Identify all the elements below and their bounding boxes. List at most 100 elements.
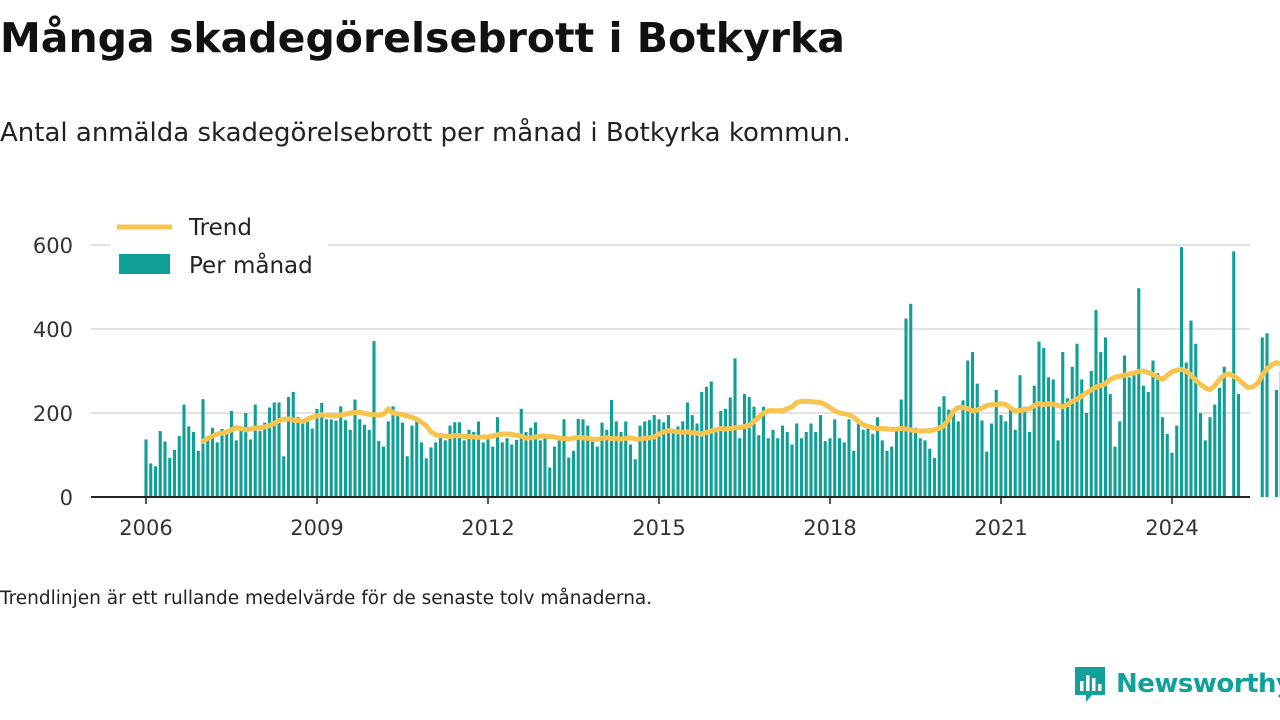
bar	[448, 425, 452, 497]
x-tick-label: 2006	[119, 516, 172, 540]
bar	[947, 409, 951, 497]
bar	[524, 431, 528, 497]
bar	[643, 421, 647, 497]
bar	[253, 404, 257, 497]
bar	[301, 419, 305, 497]
bar	[1075, 343, 1079, 497]
x-tick-label: 2018	[803, 516, 856, 540]
bar	[149, 463, 153, 497]
bar	[728, 397, 732, 497]
bar	[367, 429, 371, 497]
bar	[177, 436, 181, 497]
bar	[799, 438, 804, 497]
bar	[790, 444, 794, 497]
bar	[913, 427, 918, 497]
bar	[890, 446, 894, 497]
bar	[1274, 389, 1279, 497]
x-tick-label: 2009	[290, 516, 343, 540]
bar	[191, 431, 196, 497]
x-tick-label: 2012	[461, 516, 514, 540]
bar	[1198, 413, 1203, 497]
bar	[348, 429, 352, 497]
bar	[187, 426, 191, 497]
bar	[1127, 377, 1131, 497]
x-tick-label: 2021	[974, 516, 1027, 540]
bar	[918, 438, 922, 497]
bar	[1137, 288, 1141, 497]
bar	[424, 458, 428, 497]
bar	[605, 429, 609, 497]
bar	[1189, 320, 1193, 497]
bar	[628, 444, 633, 497]
bar	[277, 402, 281, 497]
bar	[353, 399, 357, 497]
bar	[624, 421, 628, 497]
bar	[1118, 421, 1122, 497]
bar	[538, 440, 542, 497]
bar	[1260, 337, 1264, 497]
bar	[215, 442, 219, 497]
x-tick-label: 2015	[632, 516, 685, 540]
bar	[975, 383, 979, 497]
bar	[951, 410, 956, 497]
bar	[695, 423, 699, 497]
bar	[980, 420, 984, 497]
bar	[153, 466, 158, 497]
bar	[291, 392, 295, 497]
bar	[234, 440, 238, 497]
bar	[571, 450, 576, 497]
brand-name: Newsworthy	[1116, 669, 1280, 699]
bar	[837, 438, 842, 497]
bar	[647, 420, 652, 497]
bar	[595, 446, 599, 497]
bar	[766, 438, 770, 497]
bar	[1103, 337, 1108, 497]
bar	[543, 438, 547, 497]
bar	[438, 436, 443, 497]
bar	[481, 442, 485, 497]
bar	[391, 406, 395, 497]
bar	[681, 421, 685, 497]
footnote: Trendlinjen är ett rullande medelvärde f…	[0, 588, 653, 609]
brand-logo[interactable]: Newsworthy	[1072, 664, 1280, 704]
bar	[685, 402, 690, 497]
bar	[286, 397, 291, 497]
bar	[410, 425, 414, 497]
bar	[1094, 310, 1098, 497]
bar	[1070, 366, 1074, 497]
bar	[1018, 375, 1022, 497]
bar	[600, 422, 604, 497]
bar	[415, 417, 419, 497]
trend-line	[200, 360, 1280, 445]
bar	[320, 402, 324, 497]
bar	[562, 419, 566, 497]
bar	[576, 418, 580, 497]
bar	[757, 435, 761, 497]
bar	[1051, 379, 1055, 497]
bar	[267, 407, 272, 497]
bar	[310, 428, 314, 497]
bar	[752, 406, 756, 497]
bar	[761, 406, 766, 497]
bar	[937, 406, 941, 497]
bar	[282, 456, 286, 497]
bar	[1217, 387, 1222, 497]
bar	[339, 406, 343, 497]
bar	[818, 415, 823, 497]
x-tick-label: 2024	[1145, 516, 1198, 540]
legend-label-per-month: Per månad	[189, 251, 313, 279]
bar	[206, 438, 210, 497]
bar	[514, 439, 519, 497]
bar	[1265, 333, 1269, 497]
legend[interactable]: Trend Per månad	[110, 208, 328, 290]
bar	[163, 441, 167, 497]
bar	[225, 434, 229, 497]
bar	[723, 408, 728, 497]
bar	[985, 451, 989, 497]
bar	[182, 404, 186, 497]
bar	[875, 417, 880, 497]
bar	[362, 424, 367, 497]
bar	[472, 431, 476, 497]
bar	[923, 440, 927, 497]
